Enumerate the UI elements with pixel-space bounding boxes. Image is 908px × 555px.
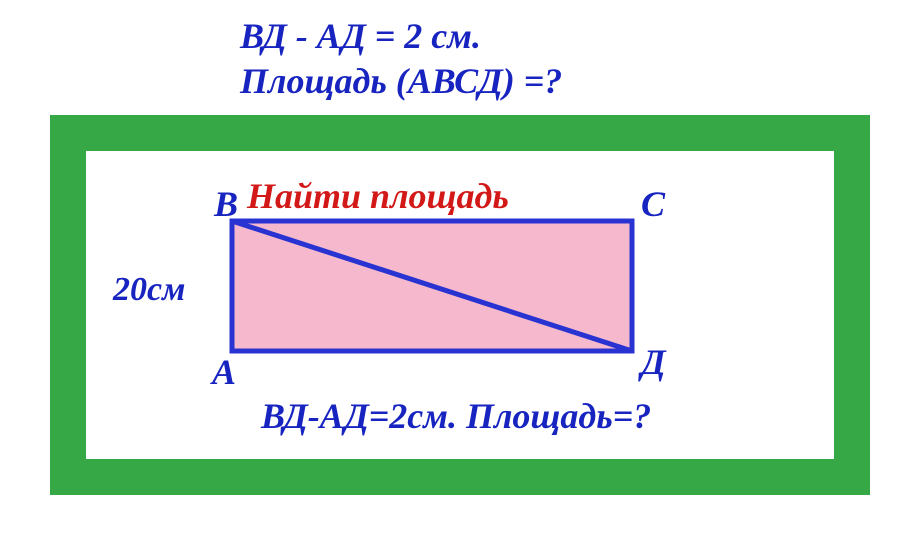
diagram-title: Найти площадь [247, 175, 509, 217]
vertex-d: Д [641, 341, 666, 383]
bottom-condition: ВД-АД=2см. Площадь=? [261, 395, 651, 437]
vertex-b: В [214, 183, 238, 225]
condition-line-2: Площадь (АВСД) =? [240, 60, 562, 102]
side-ab-length: 20см [113, 271, 185, 309]
outer-frame: Найти площадь В С А Д 20см ВД-АД=2см. Пл… [50, 115, 870, 495]
vertex-c: С [641, 183, 665, 225]
vertex-a: А [212, 351, 236, 393]
condition-line-1: ВД - АД = 2 см. [240, 15, 481, 57]
diagram-area: Найти площадь В С А Д 20см ВД-АД=2см. Пл… [86, 151, 834, 459]
